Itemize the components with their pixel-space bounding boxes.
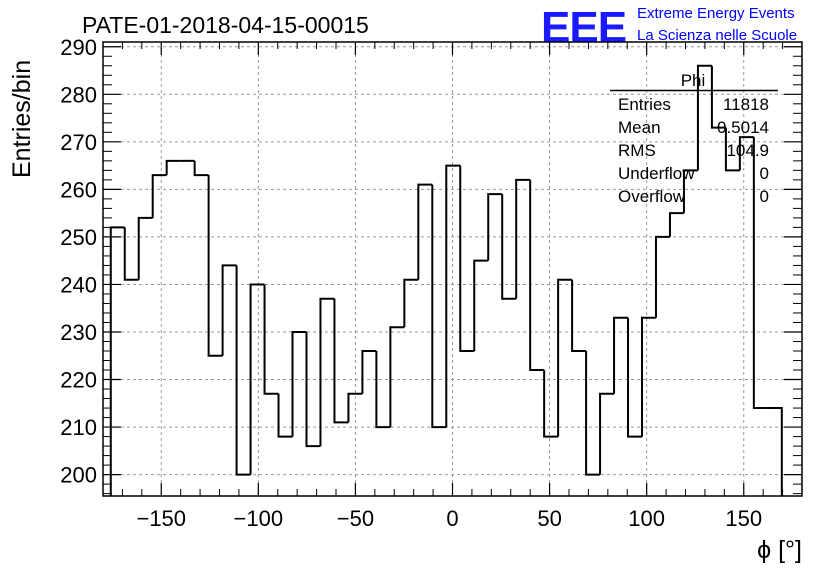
- histogram-bin: [696, 64, 712, 171]
- stats-value-entries: 11818: [723, 95, 769, 114]
- histogram-bin: [375, 351, 391, 429]
- histogram-bin: [459, 165, 475, 353]
- histogram-bin: [109, 226, 125, 496]
- histogram-bin: [347, 392, 363, 423]
- histogram-bin: [165, 159, 181, 176]
- x-tick-label: −50: [337, 506, 374, 531]
- histogram-bin: [710, 65, 726, 129]
- x-axis-label: ϕ [°]: [757, 536, 802, 564]
- x-tick-labels: −150 −100 −50 0 50 100 150: [136, 506, 762, 531]
- x-tick-label: 100: [628, 506, 665, 531]
- x-tick-label: −150: [136, 506, 186, 531]
- histogram-bin: [403, 278, 419, 328]
- stats-value-overflow: 0: [760, 187, 769, 206]
- histogram-bin: [151, 174, 167, 218]
- histogram-bin: [263, 284, 279, 395]
- y-tick-label: 200: [60, 463, 97, 488]
- stats-name: Phi: [681, 71, 706, 90]
- stats-label-overflow: Overflow: [618, 187, 686, 206]
- histogram-bin: [543, 370, 559, 438]
- histogram-bin: [137, 216, 153, 280]
- x-tick-label: 0: [446, 506, 458, 531]
- histogram-bin: [654, 235, 670, 318]
- histogram-bin: [221, 264, 237, 356]
- histogram-bin: [445, 164, 461, 428]
- org-name: Extreme Energy Events: [637, 5, 795, 22]
- stats-label-entries: Entries: [618, 95, 671, 114]
- histogram-bin: [123, 227, 139, 281]
- stats-label-mean: Mean: [618, 118, 661, 137]
- x-tick-label: 50: [537, 506, 561, 531]
- histogram-bin: [305, 331, 321, 448]
- axis-ticks: [102, 42, 803, 496]
- y-tick-label: 220: [60, 368, 97, 393]
- histogram-bin: [361, 350, 377, 394]
- histogram-bin: [724, 127, 740, 172]
- histogram-bin: [668, 212, 684, 237]
- y-tick-label: 210: [60, 415, 97, 440]
- histogram-bin: [207, 175, 223, 357]
- histogram-bin: [682, 169, 698, 214]
- histogram-bin: [473, 259, 489, 352]
- stats-label-rms: RMS: [618, 141, 656, 160]
- histogram-bin: [417, 183, 433, 280]
- y-tick-label: 250: [60, 225, 97, 250]
- histogram-bin: [641, 316, 656, 437]
- stats-value-mean: 0.5014: [717, 118, 769, 137]
- x-tick-label: 150: [725, 506, 762, 531]
- histogram-bin: [613, 316, 629, 394]
- histogram-bin: [501, 194, 517, 300]
- histogram-bin: [487, 193, 503, 261]
- histogram-bin: [277, 393, 293, 438]
- org-tagline: La Scienza nelle Scuole: [637, 27, 797, 44]
- histogram-series: [109, 64, 783, 496]
- histogram-bin: [291, 330, 307, 437]
- histogram-bin: [557, 278, 573, 437]
- stats-label-underflow: Underflow: [618, 164, 695, 183]
- y-tick-labels: 200 210 220 230 240 250 260 270 280 290: [60, 35, 97, 488]
- histogram-bin: [585, 351, 601, 476]
- histogram-bin: [193, 160, 209, 177]
- y-tick-label: 240: [60, 272, 97, 297]
- stats-box: Phi Entries 11818 Mean 0.5014 RMS 104.9 …: [610, 71, 778, 206]
- histogram-bin: [571, 279, 587, 353]
- histogram-bin: [738, 136, 754, 171]
- y-tick-label: 290: [60, 35, 97, 60]
- histogram-bin: [431, 184, 447, 429]
- histogram-bin: [599, 392, 615, 475]
- chart-title: PATE-01-2018-04-15-00015: [82, 12, 369, 38]
- histogram-bin: [767, 407, 783, 496]
- y-tick-label: 280: [60, 82, 97, 107]
- histogram-bin: [752, 137, 768, 410]
- y-tick-label: 270: [60, 130, 97, 155]
- stats-value-underflow: 0: [760, 164, 769, 183]
- eee-logo: EEE: [541, 3, 626, 52]
- y-axis-label: Entries/bin: [8, 60, 36, 178]
- y-tick-label: 230: [60, 320, 97, 345]
- histogram-bin: [515, 178, 531, 299]
- histogram-bin: [249, 283, 265, 475]
- histogram-bin: [235, 265, 251, 476]
- histogram-bin: [627, 317, 643, 438]
- histogram-bin: [389, 326, 405, 428]
- x-tick-label: −100: [234, 506, 284, 531]
- stats-value-rms: 104.9: [726, 141, 769, 160]
- histogram-bin: [319, 297, 335, 447]
- histogram-bin: [529, 179, 545, 372]
- y-tick-label: 260: [60, 177, 97, 202]
- histogram-bin: [333, 298, 349, 424]
